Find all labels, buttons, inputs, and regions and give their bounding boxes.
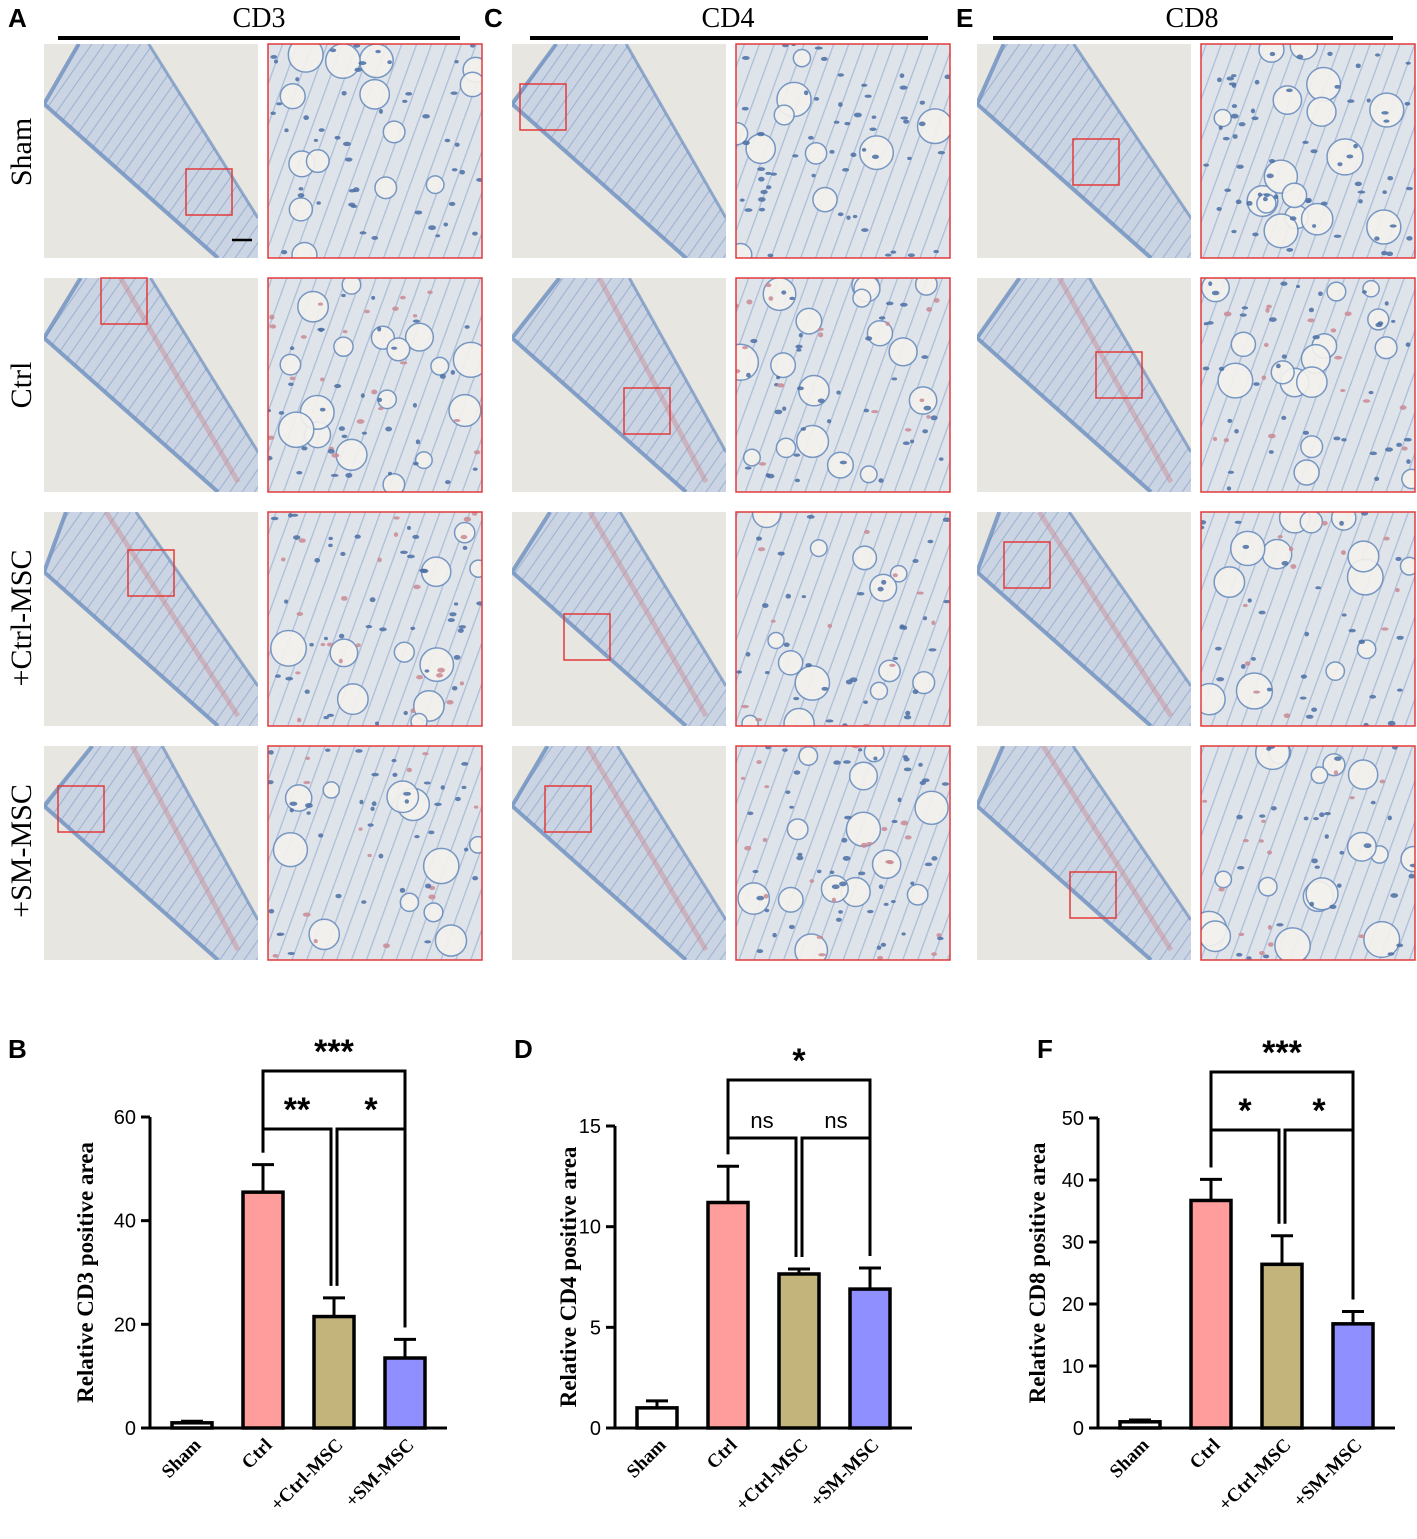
- micrograph-zoom-cd4-sham: [735, 43, 951, 259]
- micrograph-cd3-sm-msc: [44, 746, 258, 960]
- column-title-cd4: CD4: [702, 3, 755, 34]
- bar-0: [635, 1406, 679, 1430]
- significance-bracket-2: [800, 1136, 872, 1257]
- y-axis-title: Relative CD4 positive area: [556, 1146, 581, 1407]
- row-label-sham: Sham: [5, 118, 38, 186]
- row-label-ctrl: Ctrl: [5, 362, 38, 409]
- micrograph-cd8-ctrl-msc: [977, 512, 1191, 726]
- panel-letter-e: E: [956, 3, 973, 33]
- inset-marker-box: [100, 277, 148, 325]
- inset-marker-box: [519, 83, 567, 131]
- micrograph-cd3-ctrl: [44, 277, 258, 492]
- micrograph-zoom-cd4-sm-msc: [735, 745, 951, 961]
- significance-bracket-1: [726, 1136, 798, 1257]
- micrograph-zoom-cd8-sm-msc: [1200, 745, 1416, 961]
- significance-label-0: ***: [1262, 1034, 1302, 1072]
- bar-3: [383, 1356, 427, 1430]
- y-tick-label: 20: [1062, 1294, 1084, 1316]
- inset-marker-box: [185, 168, 233, 216]
- significance-bracket-2: [335, 1127, 407, 1328]
- panel-letter-b: B: [8, 1034, 27, 1064]
- inset-marker-box: [1069, 871, 1117, 919]
- column-title-cd8: CD8: [1166, 3, 1219, 34]
- micrograph-grid: [44, 43, 1416, 961]
- bar-1: [706, 1200, 750, 1430]
- micrograph-cd8-sm-msc: [977, 746, 1191, 960]
- significance-label-2: ns: [824, 1108, 847, 1133]
- bar-3: [848, 1287, 892, 1430]
- micrograph-zoom-cd8-ctrl-msc: [1200, 511, 1416, 727]
- micrograph-cd3-sham: [44, 44, 258, 258]
- micrograph-cd4-ctrl-msc: [512, 512, 726, 726]
- row-label-ctrl-msc: +Ctrl-MSC: [5, 550, 38, 687]
- inset-marker-box: [1003, 541, 1051, 589]
- significance-label-0: *: [792, 1042, 806, 1080]
- bar-3: [1331, 1322, 1375, 1430]
- panel-letter-d: D: [514, 1034, 533, 1064]
- significance-label-0: ***: [314, 1033, 354, 1071]
- y-tick-label: 10: [1062, 1356, 1084, 1378]
- inset-marker-box: [57, 785, 105, 833]
- significance-label-1: **: [284, 1091, 311, 1129]
- bar-2: [777, 1272, 821, 1430]
- y-tick-label: 50: [1062, 1108, 1084, 1130]
- significance-bracket-1: [1209, 1128, 1281, 1224]
- bar-2: [1260, 1262, 1304, 1430]
- micrograph-zoom-cd4-ctrl: [735, 277, 951, 493]
- significance-bracket-1: [261, 1127, 333, 1286]
- micrograph-zoom-cd3-ctrl: [267, 277, 483, 493]
- panel-letter-f: F: [1037, 1034, 1053, 1064]
- micrograph-cd8-sham: [977, 44, 1191, 258]
- significance-bracket-2: [1283, 1128, 1355, 1300]
- micrograph-zoom-cd3-sham: [267, 43, 483, 259]
- bar-0: [170, 1421, 214, 1430]
- micrograph-zoom-cd3-ctrl-msc: [267, 511, 483, 727]
- y-tick-label: 60: [114, 1107, 136, 1129]
- inset-marker-box: [1072, 138, 1120, 186]
- significance-label-1: ns: [750, 1108, 773, 1133]
- micrograph-cd3-ctrl-msc: [44, 512, 258, 726]
- panel-letter-a: A: [8, 3, 27, 33]
- micrograph-cd4-sham: [512, 44, 726, 258]
- y-tick-label: 40: [114, 1211, 136, 1233]
- row-label-sm-msc: +SM-MSC: [5, 784, 38, 918]
- y-tick-label: 10: [579, 1217, 601, 1239]
- y-tick-label: 30: [1062, 1232, 1084, 1254]
- bar-0: [1118, 1420, 1162, 1430]
- y-tick-label: 5: [590, 1317, 601, 1339]
- y-tick-label: 15: [579, 1116, 601, 1138]
- y-tick-label: 0: [590, 1418, 601, 1440]
- y-tick-label: 0: [125, 1418, 136, 1440]
- bar-1: [241, 1190, 285, 1430]
- y-axis-title: Relative CD3 positive area: [73, 1142, 98, 1403]
- significance-label-2: *: [364, 1091, 378, 1129]
- micrograph-zoom-cd4-ctrl-msc: [735, 511, 951, 727]
- micrograph-zoom-cd8-sham: [1200, 43, 1416, 259]
- inset-marker-box: [623, 387, 671, 435]
- micrograph-cd4-sm-msc: [512, 746, 726, 960]
- inset-marker-box: [127, 549, 175, 597]
- micrograph-zoom-cd8-ctrl: [1200, 277, 1416, 493]
- bar-2: [312, 1314, 356, 1430]
- micrograph-zoom-cd3-sm-msc: [267, 745, 483, 961]
- inset-marker-box: [544, 785, 592, 833]
- inset-marker-box: [563, 613, 611, 661]
- micrograph-cd8-ctrl: [977, 278, 1191, 492]
- inset-marker-box: [1095, 351, 1143, 399]
- column-title-cd3: CD3: [233, 3, 286, 34]
- bar-1: [1189, 1198, 1233, 1430]
- significance-label-1: *: [1238, 1092, 1252, 1130]
- y-tick-label: 40: [1062, 1170, 1084, 1192]
- panel-letter-c: C: [484, 3, 503, 33]
- y-axis-title: Relative CD8 positive area: [1025, 1142, 1050, 1403]
- y-tick-label: 20: [114, 1314, 136, 1336]
- y-tick-label: 0: [1073, 1418, 1084, 1440]
- significance-label-2: *: [1312, 1092, 1326, 1130]
- micrograph-cd4-ctrl: [512, 278, 726, 492]
